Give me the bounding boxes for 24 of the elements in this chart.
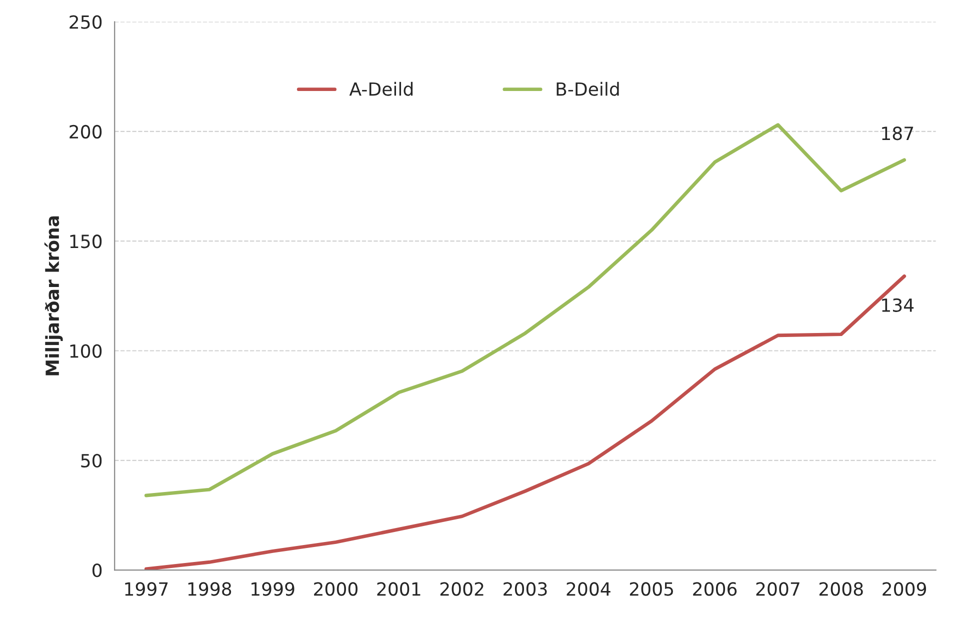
x-tick-label: 2009	[882, 582, 926, 596]
legend-label: B-Deild	[556, 82, 619, 96]
x-tick-label: 2002	[440, 582, 484, 596]
x-tick-label: 1998	[188, 582, 232, 596]
x-tick-label: 2000	[314, 582, 358, 596]
x-tick-label: 2004	[566, 582, 610, 596]
legend-label: A-Deild	[349, 82, 413, 96]
x-tick-label: 2005	[630, 582, 673, 596]
y-tick-label: 50	[81, 454, 102, 468]
y-tick-label: 100	[70, 344, 102, 358]
x-tick-label: 2003	[504, 582, 547, 596]
y-tick-label: 200	[70, 124, 102, 139]
y-axis-title: Milljarðar króna	[44, 216, 63, 376]
data-label: 187	[882, 126, 914, 140]
y-tick-label: 250	[70, 15, 102, 29]
data-label: 134	[882, 298, 914, 312]
y-tick-label: 0	[92, 564, 102, 578]
y-tick-label: 150	[70, 234, 102, 248]
x-tick-label: 1997	[125, 582, 168, 596]
x-tick-label: 2007	[756, 582, 800, 596]
x-tick-label: 2001	[377, 582, 420, 596]
x-tick-label: 2006	[693, 582, 737, 596]
x-tick-label: 1999	[252, 582, 294, 596]
x-tick-label: 2008	[819, 582, 863, 596]
